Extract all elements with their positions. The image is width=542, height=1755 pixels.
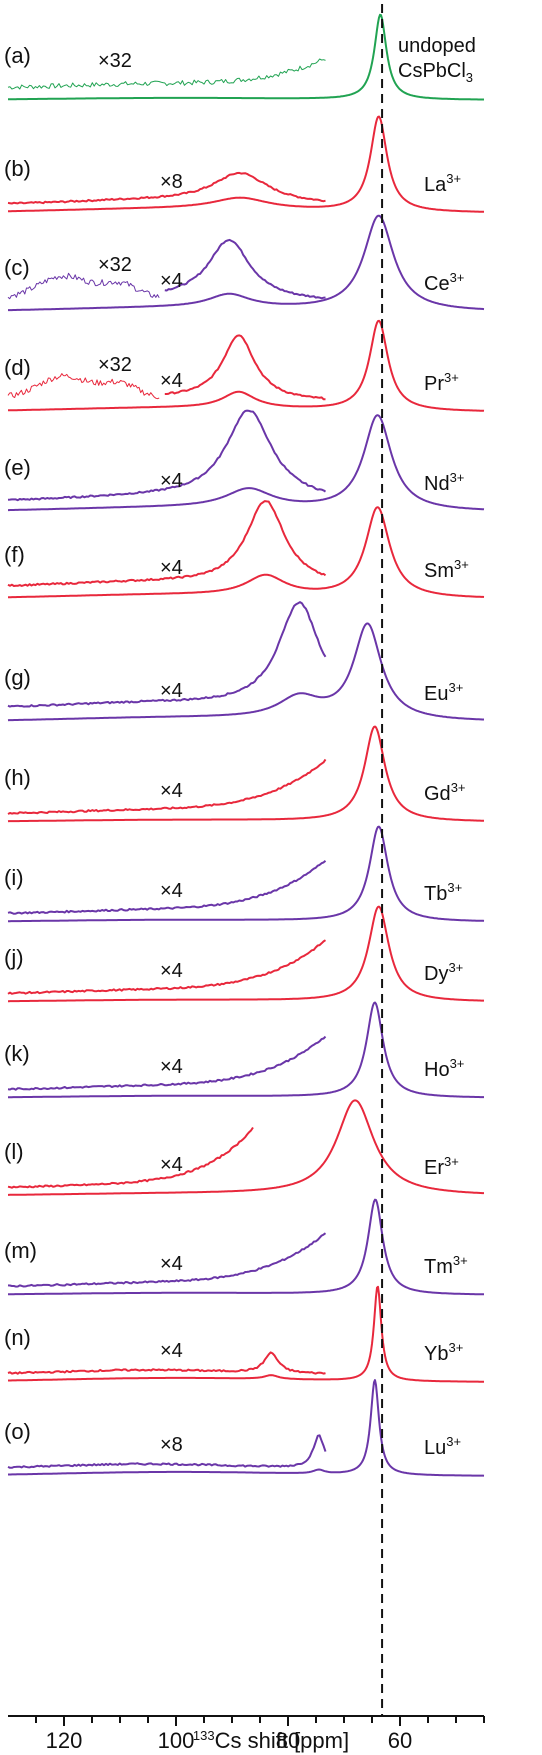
panel-label: (h) bbox=[4, 765, 31, 790]
spectrum-j bbox=[8, 905, 484, 1003]
scale-factor-label: ×8 bbox=[160, 171, 183, 193]
scale-factor-label: ×4 bbox=[160, 1253, 183, 1275]
scale-factor-label: ×4 bbox=[160, 270, 183, 292]
spectrum-n bbox=[8, 1285, 484, 1383]
scaled-trace-o bbox=[7, 1434, 327, 1469]
panel-label: (f) bbox=[4, 542, 25, 567]
inset-factor-label: ×32 bbox=[98, 254, 132, 276]
x-tick-label: 100 bbox=[158, 1728, 195, 1753]
spectrum-a bbox=[8, 13, 484, 101]
spectrum-b bbox=[8, 115, 484, 213]
spectrum-o bbox=[8, 1379, 485, 1477]
dopant-label: La3+ bbox=[424, 171, 461, 196]
x-axis-label-isotope: 133 bbox=[193, 1728, 215, 1743]
scaled-trace-i bbox=[7, 860, 327, 915]
scaled-trace-d bbox=[164, 334, 326, 401]
dopant-label: Pr3+ bbox=[424, 370, 459, 395]
dopant-label: Ce3+ bbox=[424, 270, 464, 295]
dopant-label: Yb3+ bbox=[424, 1340, 463, 1365]
panel-label: (j) bbox=[4, 945, 24, 970]
inset-trace-c bbox=[7, 272, 160, 300]
dopant-label: Tb3+ bbox=[424, 880, 462, 905]
scale-factor-label: ×4 bbox=[160, 1154, 183, 1176]
panel-label: (n) bbox=[4, 1325, 31, 1350]
scaled-trace-l bbox=[7, 1126, 254, 1189]
scaled-trace-m bbox=[7, 1232, 327, 1288]
sample-name-label: undoped bbox=[398, 35, 476, 57]
scaled-trace-f bbox=[7, 500, 327, 587]
dopant-label: Nd3+ bbox=[424, 470, 464, 495]
scale-factor-label: ×8 bbox=[160, 1434, 183, 1456]
spectrum-g bbox=[7, 622, 484, 722]
panel-label: (o) bbox=[4, 1419, 31, 1444]
scale-factor-label: ×4 bbox=[160, 680, 183, 702]
spectrum-f bbox=[8, 506, 485, 599]
panel-label: (a) bbox=[4, 43, 31, 68]
spectra-traces bbox=[7, 13, 485, 1477]
spectrum-m bbox=[8, 1198, 484, 1296]
scale-factor-label: ×4 bbox=[160, 1340, 183, 1362]
x-tick-label: 60 bbox=[388, 1728, 412, 1753]
spectrum-k bbox=[8, 1001, 484, 1099]
spectrum-i bbox=[8, 825, 485, 923]
dopant-label: Er3+ bbox=[424, 1154, 459, 1179]
inset-trace-d bbox=[7, 373, 160, 400]
dopant-label: Dy3+ bbox=[424, 960, 463, 985]
panel-label: (l) bbox=[4, 1139, 24, 1164]
scaled-trace-n bbox=[7, 1351, 326, 1375]
scaled-trace-e bbox=[7, 409, 327, 502]
scale-factor-label: ×4 bbox=[160, 880, 183, 902]
scaled-trace-h bbox=[7, 758, 327, 815]
dopant-label: Eu3+ bbox=[424, 680, 463, 705]
dopant-label: Tm3+ bbox=[424, 1253, 468, 1278]
panel-label: (k) bbox=[4, 1041, 30, 1066]
x-axis-label-main: Cs shift [ppm] bbox=[215, 1728, 349, 1753]
scaled-trace-b bbox=[7, 171, 326, 205]
panel-label: (b) bbox=[4, 156, 31, 181]
scaled-trace-k bbox=[7, 1035, 327, 1091]
scale-factor-label: ×4 bbox=[160, 557, 183, 579]
scaled-trace-c bbox=[164, 238, 326, 300]
scale-factor-label: ×4 bbox=[160, 470, 183, 492]
x-axis: 120 100 80 60 bbox=[8, 1715, 485, 1753]
panel-label: (m) bbox=[4, 1238, 37, 1263]
scale-factor-label: ×32 bbox=[98, 50, 132, 72]
dopant-label: Sm3+ bbox=[424, 557, 469, 582]
sample-name-label: CsPbCl3 bbox=[398, 60, 473, 85]
scaled-trace-j bbox=[7, 939, 327, 995]
dopant-label: Lu3+ bbox=[424, 1434, 461, 1459]
scaled-trace-g bbox=[7, 601, 327, 708]
scale-factor-label: ×4 bbox=[160, 1056, 183, 1078]
spectrum-l bbox=[8, 1099, 484, 1196]
x-tick-label: 80 bbox=[276, 1728, 300, 1753]
scale-factor-label: ×4 bbox=[160, 780, 183, 802]
inset-factor-label: ×32 bbox=[98, 354, 132, 376]
panel-label: (i) bbox=[4, 865, 24, 890]
panel-label: (d) bbox=[4, 355, 31, 380]
spectra-annotations: (a) ×32 undoped CsPbCl3 (b) ×8 La3+ (c) ×4 ×32 Ce3… bbox=[4, 35, 476, 1459]
panel-label: (e) bbox=[4, 455, 31, 480]
panel-label: (c) bbox=[4, 255, 30, 280]
spectrum-c bbox=[8, 214, 485, 312]
dopant-label: Ho3+ bbox=[424, 1056, 464, 1081]
scale-factor-label: ×4 bbox=[160, 960, 183, 982]
x-axis-label: 133Cs shift [ppm] bbox=[193, 1728, 349, 1753]
panel-label: (g) bbox=[4, 665, 31, 690]
scaled-trace-a bbox=[7, 58, 326, 90]
scale-factor-label: ×4 bbox=[160, 370, 183, 392]
x-tick-label: 120 bbox=[46, 1728, 83, 1753]
spectrum-h bbox=[7, 725, 484, 823]
spectrum-d bbox=[8, 319, 485, 412]
spectrum-e bbox=[8, 414, 485, 512]
dopant-label: Gd3+ bbox=[424, 780, 466, 805]
